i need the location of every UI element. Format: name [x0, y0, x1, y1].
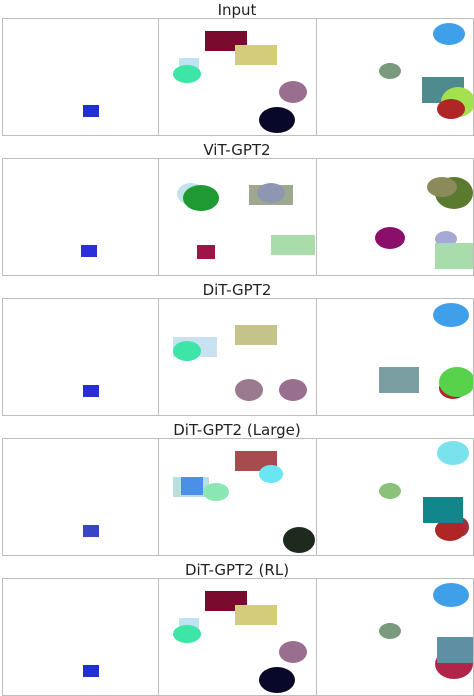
ellipse-shape [173, 625, 201, 643]
section-title: DiT-GPT2 [202, 281, 272, 299]
rectangle-shape [197, 245, 215, 259]
panel-2 [158, 18, 317, 136]
panel-1 [2, 438, 159, 556]
rectangle-shape [235, 325, 277, 345]
panel-1 [2, 578, 159, 696]
ellipse-shape [279, 641, 307, 663]
rectangle-shape [423, 497, 463, 523]
ellipse-shape [259, 107, 295, 133]
panel-3 [316, 438, 474, 556]
section-title: Input [217, 1, 257, 19]
rectangle-shape [83, 385, 99, 397]
ellipse-shape [203, 483, 229, 501]
ellipse-shape [433, 303, 469, 327]
panel-1 [2, 18, 159, 136]
ellipse-shape [279, 81, 307, 103]
panel-row [0, 158, 474, 276]
panel-1 [2, 298, 159, 416]
panel-2 [158, 578, 317, 696]
ellipse-shape [439, 367, 473, 397]
panel-row [0, 578, 474, 696]
ellipse-shape [427, 177, 457, 197]
ellipse-shape [379, 623, 401, 639]
ellipse-shape [433, 583, 469, 607]
panel-row [0, 438, 474, 556]
rectangle-shape [83, 665, 99, 677]
section-title: DiT-GPT2 (RL) [184, 561, 290, 579]
rectangle-shape [83, 525, 99, 537]
ellipse-shape [173, 341, 201, 361]
rectangle-shape [81, 245, 97, 257]
panel-1 [2, 158, 159, 276]
rectangle-shape [379, 367, 419, 393]
ellipse-shape [283, 527, 315, 553]
section-title: DiT-GPT2 (Large) [173, 421, 301, 439]
rectangle-shape [235, 605, 277, 625]
rectangle-shape [435, 243, 473, 269]
ellipse-shape [433, 23, 465, 45]
panel-3 [316, 578, 474, 696]
panel-2 [158, 438, 317, 556]
panel-3 [316, 158, 474, 276]
ellipse-shape [173, 65, 201, 83]
ellipse-shape [235, 379, 263, 401]
rectangle-shape [181, 477, 203, 495]
ellipse-shape [279, 379, 307, 401]
section-title: ViT-GPT2 [203, 141, 271, 159]
panel-3 [316, 298, 474, 416]
ellipse-shape [435, 519, 465, 541]
ellipse-shape [183, 185, 219, 211]
ellipse-shape [437, 441, 469, 465]
panel-3 [316, 18, 474, 136]
ellipse-shape [375, 227, 405, 249]
ellipse-shape [257, 183, 285, 203]
panel-row [0, 298, 474, 416]
panel-2 [158, 158, 317, 276]
rectangle-shape [83, 105, 99, 117]
ellipse-shape [379, 483, 401, 499]
panel-2 [158, 298, 317, 416]
ellipse-shape [437, 99, 465, 119]
panel-row [0, 18, 474, 136]
ellipse-shape [259, 465, 283, 483]
ellipse-shape [259, 667, 295, 693]
ellipse-shape [379, 63, 401, 79]
rectangle-shape [235, 45, 277, 65]
rectangle-shape [271, 235, 315, 255]
rectangle-shape [437, 637, 473, 663]
